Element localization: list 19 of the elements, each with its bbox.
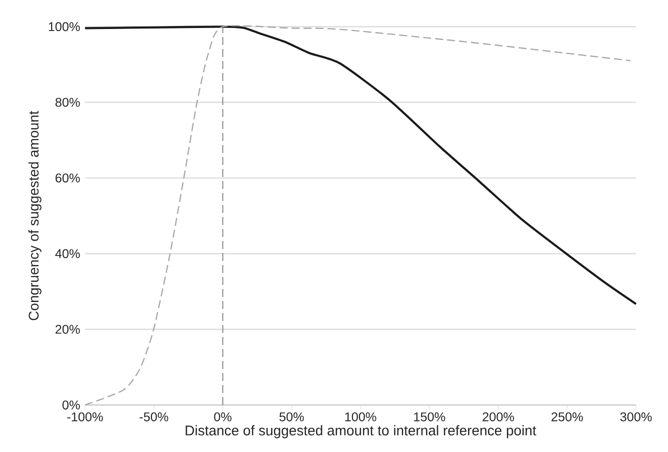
x-tick-label: -50% — [140, 412, 168, 422]
y-tick-label: 20% — [56, 324, 80, 334]
x-tick-label: 50% — [279, 412, 304, 422]
x-tick-label: 100% — [345, 412, 376, 422]
line-series — [84, 25, 632, 406]
y-tick-label: 60% — [56, 174, 80, 182]
x-tick-label: 150% — [414, 412, 446, 422]
y-tick-label: 80% — [55, 98, 80, 107]
x-axis-title: Distance of suggested amount to internal reference point — [186, 425, 536, 438]
x-tick-label: 250% — [552, 412, 583, 422]
y-tick-label: 0% — [62, 400, 80, 410]
line-series — [84, 26, 638, 306]
y-tick-label: 40% — [55, 249, 80, 258]
y-tick-label: 100% — [48, 22, 80, 32]
x-tick-label: -100% — [67, 412, 103, 422]
x-tick-label: 0% — [214, 412, 232, 422]
y-axis-title: Congruency of suggested amount — [28, 110, 42, 320]
x-tick-label: 300% — [620, 412, 652, 422]
x-tick-label: 200% — [482, 412, 514, 422]
